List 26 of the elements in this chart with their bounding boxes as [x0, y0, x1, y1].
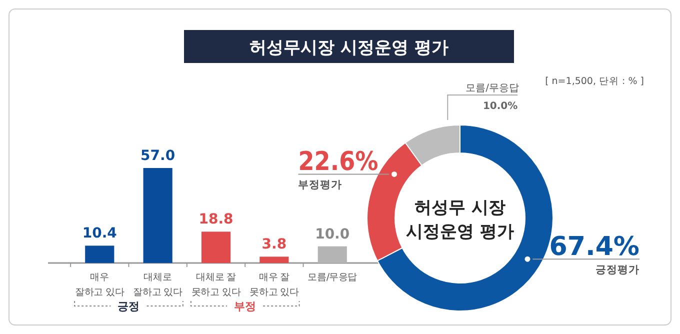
- data-label: 10.0%: [482, 101, 518, 112]
- data-label: 3.8: [262, 236, 287, 253]
- slice-label: 긍정평가: [595, 264, 640, 276]
- x-tick-label: 대체로 잘 못하고 있다: [191, 272, 242, 298]
- data-label: 67.4%: [549, 232, 640, 262]
- text: 허성무 시장 시정운영 평가: [406, 198, 514, 242]
- x-tick-label: 매우 잘 못하고 있다: [249, 272, 300, 298]
- x-tick-label: 모름/무응답: [308, 272, 358, 283]
- bar: [85, 246, 114, 263]
- data-label: 10.0: [315, 226, 350, 242]
- slice-label: 모름/무응답: [466, 83, 520, 94]
- slice-label: 부정평가: [298, 179, 342, 192]
- text: 긍정: [118, 300, 140, 313]
- x-tick-label: 대체로 잘하고 있다: [133, 272, 184, 298]
- text: 부정: [234, 300, 256, 313]
- bar: [143, 168, 172, 263]
- bar: [201, 232, 231, 263]
- text: [ n=1,500, 단위 : % ]: [545, 76, 644, 87]
- bar: [318, 246, 347, 263]
- bar: [260, 256, 289, 263]
- data-label: 10.4: [82, 226, 118, 242]
- chart-title: 허성무시장 시정운영 평가: [250, 38, 448, 58]
- data-label: 18.8: [198, 212, 234, 228]
- data-label: 57.0: [140, 148, 176, 164]
- data-label: 22.6%: [298, 147, 388, 178]
- x-tick-label: 매우 잘하고 있다: [74, 272, 125, 298]
